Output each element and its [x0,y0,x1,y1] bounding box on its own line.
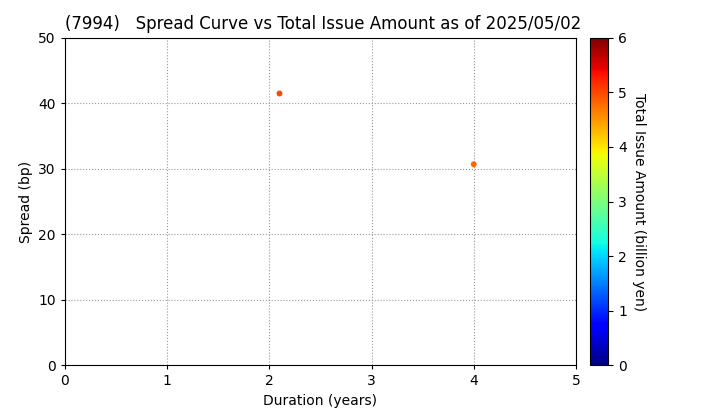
Y-axis label: Total Issue Amount (billion yen): Total Issue Amount (billion yen) [632,92,647,311]
Point [468,161,480,168]
Y-axis label: Spread (bp): Spread (bp) [19,160,32,243]
Text: (7994)   Spread Curve vs Total Issue Amount as of 2025/05/02: (7994) Spread Curve vs Total Issue Amoun… [65,16,581,34]
X-axis label: Duration (years): Duration (years) [264,394,377,408]
Point [274,90,285,97]
